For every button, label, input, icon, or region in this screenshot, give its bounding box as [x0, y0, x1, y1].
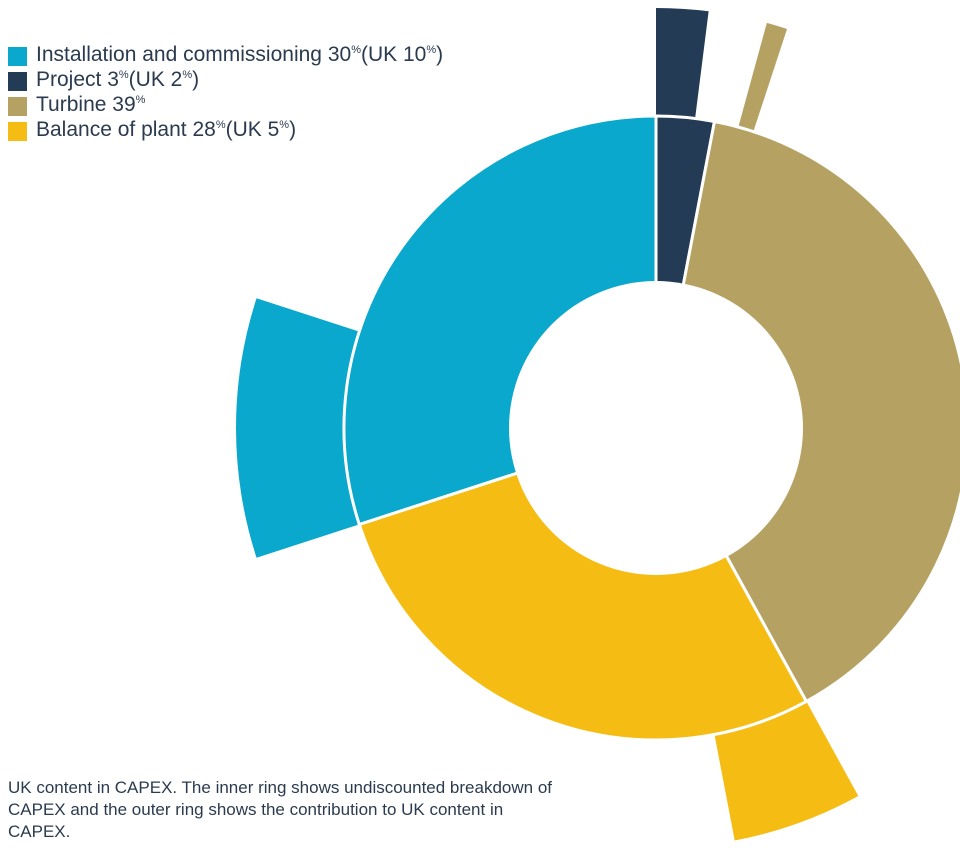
legend-balance-uk-pct: % [279, 118, 290, 131]
chart-caption: UK content in CAPEX. The inner ring show… [8, 778, 552, 841]
legend-label-balance: Balance of plant 28 % (UK 5 % ) [36, 118, 296, 145]
legend-installation-text: Installation and commissioning 30 [36, 42, 352, 66]
outer-slice-turbine [737, 22, 788, 136]
outer-slice-balance-of-plant [713, 697, 859, 841]
chart-legend: Installation and commissioning 30 % (UK … [8, 43, 608, 145]
legend-item-balance: Balance of plant 28 % (UK 5 % ) [8, 118, 608, 145]
legend-balance-text: Balance of plant 28 [36, 117, 216, 141]
inner-ring [342, 114, 960, 742]
legend-installation-uk-pct: % [426, 43, 437, 56]
legend-installation-uk-suffix: ) [436, 42, 444, 66]
outer-slice-project [656, 8, 709, 123]
legend-project-uk-suffix: ) [192, 67, 200, 91]
legend-item-project: Project 3 % (UK 2 % ) [8, 68, 608, 95]
donut-hole [509, 281, 803, 575]
outer-slice-installation-and-commissioning [236, 298, 364, 558]
legend-balance-pct: % [215, 118, 226, 131]
legend-swatch-project [8, 71, 27, 91]
legend-project-pct: % [118, 68, 129, 81]
legend-installation-uk-prefix: (UK 10 [360, 42, 427, 66]
legend-project-uk-prefix: (UK 2 [128, 67, 183, 91]
legend-project-uk-pct: % [182, 68, 193, 81]
outer-ring [236, 8, 859, 841]
legend-swatch-installation [8, 46, 27, 66]
legend-turbine-text: Turbine 39 [36, 92, 136, 116]
legend-balance-uk-suffix: ) [289, 117, 297, 141]
legend-label-installation: Installation and commissioning 30 % (UK … [36, 43, 443, 70]
legend-turbine-pct: % [135, 93, 146, 106]
legend-label-turbine: Turbine 39 % [36, 93, 145, 120]
legend-swatch-balance [8, 121, 27, 141]
legend-item-turbine: Turbine 39 % [8, 93, 608, 120]
legend-label-project: Project 3 % (UK 2 % ) [36, 68, 199, 95]
legend-balance-uk-prefix: (UK 5 [225, 117, 280, 141]
legend-project-text: Project 3 [36, 67, 119, 91]
legend-item-installation: Installation and commissioning 30 % (UK … [8, 43, 608, 70]
legend-swatch-turbine [8, 96, 27, 116]
legend-installation-pct: % [351, 43, 361, 56]
